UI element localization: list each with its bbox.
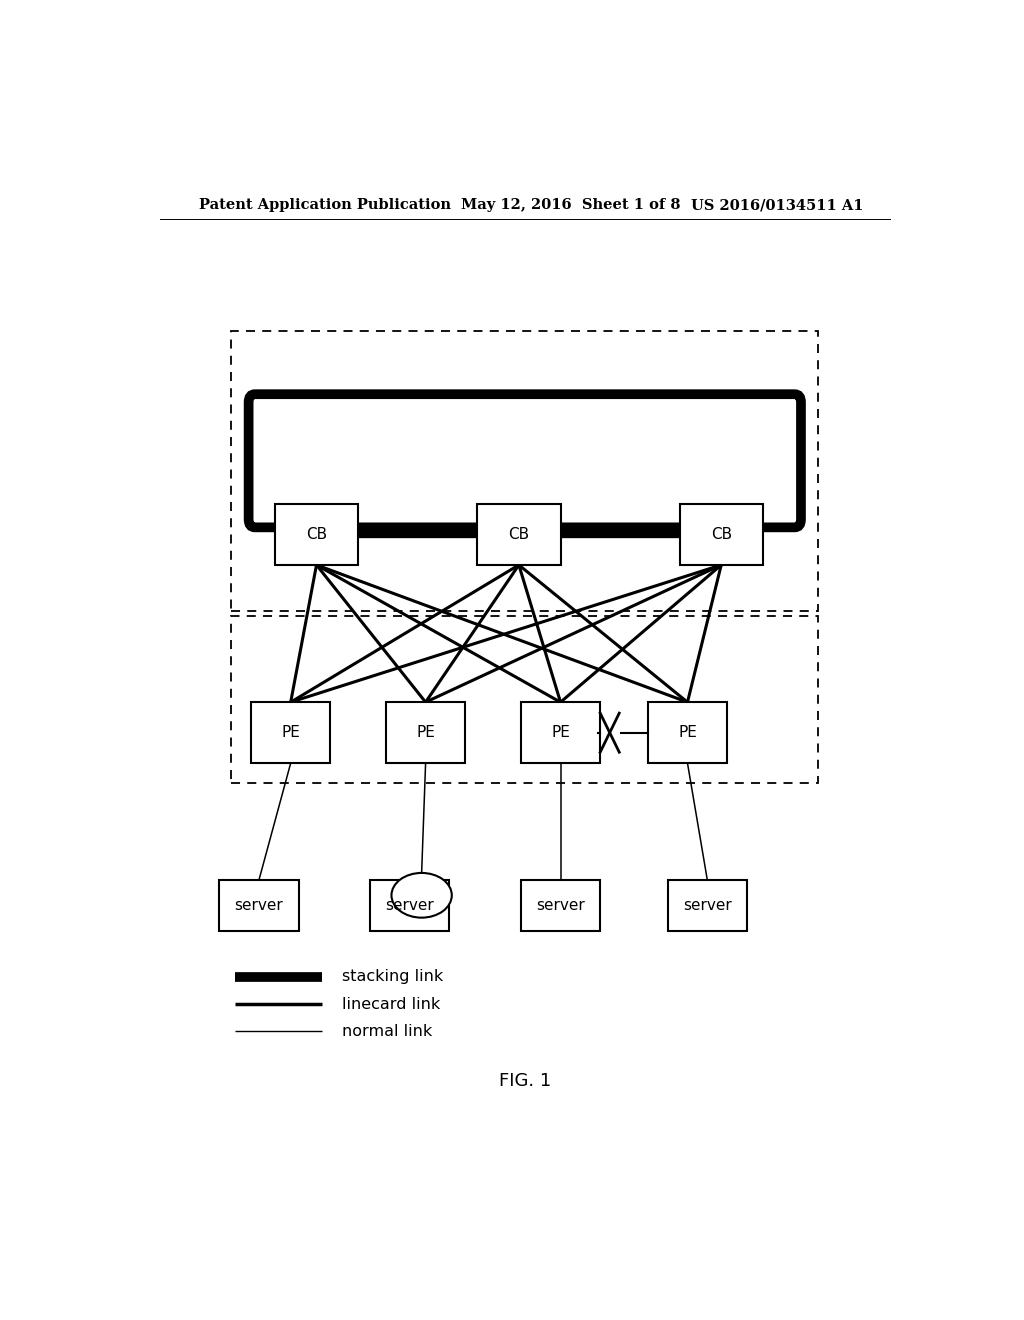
Text: CB: CB [508, 527, 529, 543]
Text: US 2016/0134511 A1: US 2016/0134511 A1 [691, 198, 864, 213]
Text: FIG. 1: FIG. 1 [499, 1072, 551, 1090]
Text: stacking link: stacking link [342, 969, 443, 985]
Bar [680, 504, 763, 565]
Bar [386, 702, 465, 763]
Bar [521, 702, 600, 763]
Bar [370, 880, 450, 931]
Text: Patent Application Publication: Patent Application Publication [200, 198, 452, 213]
Text: PE: PE [551, 725, 570, 741]
Text: PE: PE [416, 725, 435, 741]
Bar [219, 880, 299, 931]
Text: server: server [234, 898, 284, 913]
Text: CB: CB [711, 527, 732, 543]
Bar [648, 702, 727, 763]
Ellipse shape [391, 873, 452, 917]
Text: normal link: normal link [342, 1024, 432, 1039]
Bar [231, 615, 818, 784]
Text: PE: PE [678, 725, 697, 741]
FancyBboxPatch shape [249, 395, 801, 528]
Bar [231, 331, 818, 611]
Text: server: server [537, 898, 585, 913]
Bar [274, 504, 358, 565]
Bar [477, 504, 560, 565]
Bar [668, 880, 748, 931]
Bar [521, 880, 600, 931]
Text: CB: CB [306, 527, 327, 543]
Text: server: server [683, 898, 732, 913]
Text: linecard link: linecard link [342, 997, 440, 1011]
Text: PE: PE [282, 725, 300, 741]
Text: server: server [385, 898, 434, 913]
Bar [251, 702, 331, 763]
Text: May 12, 2016  Sheet 1 of 8: May 12, 2016 Sheet 1 of 8 [461, 198, 681, 213]
